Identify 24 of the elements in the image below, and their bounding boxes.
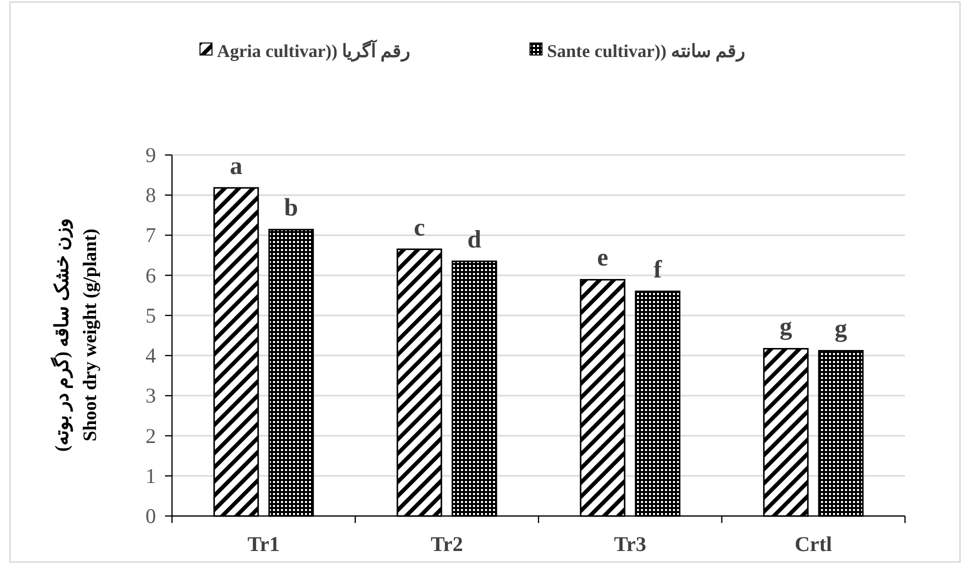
data-label: b — [284, 194, 298, 222]
y-tick-label: 0 — [146, 504, 156, 528]
y-tick-label: 8 — [146, 183, 156, 208]
legend-label: Agria cultivar)) رقم آگریا — [217, 39, 410, 62]
y-tick-label: 4 — [146, 344, 156, 368]
x-tick-label: Tr3 — [614, 532, 646, 556]
data-label: e — [597, 244, 608, 272]
y-tick-label: 7 — [146, 223, 156, 248]
y-tick-label: 3 — [146, 384, 156, 408]
data-label: c — [414, 214, 425, 242]
y-tick-label: 5 — [146, 303, 156, 328]
y-tick-label: 2 — [146, 424, 156, 448]
legend-label: Sante cultivar)) رقم سانته — [547, 41, 746, 62]
data-label: d — [467, 226, 482, 254]
x-tick-label: Tr1 — [247, 532, 280, 556]
data-label: a — [230, 152, 243, 180]
data-label: g — [780, 314, 793, 341]
y-tick-label: 6 — [146, 263, 156, 288]
data-label: f — [653, 256, 662, 284]
y-tick-label: 9 — [146, 143, 156, 167]
x-tick-label: Crtl — [794, 532, 832, 556]
x-tick-label: Tr2 — [430, 532, 464, 556]
data-label: g — [834, 316, 848, 343]
y-tick-label: 1 — [146, 464, 156, 488]
